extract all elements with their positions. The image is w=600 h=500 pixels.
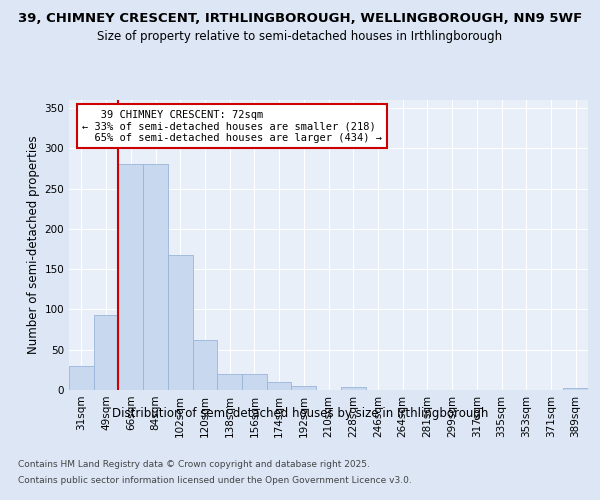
Bar — [292, 386, 316, 390]
Text: Contains public sector information licensed under the Open Government Licence v3: Contains public sector information licen… — [18, 476, 412, 485]
Bar — [341, 387, 365, 390]
Bar — [217, 374, 242, 390]
Bar — [118, 164, 143, 390]
Bar — [168, 256, 193, 390]
Text: Distribution of semi-detached houses by size in Irthlingborough: Distribution of semi-detached houses by … — [112, 408, 488, 420]
Bar — [94, 315, 118, 390]
Text: Contains HM Land Registry data © Crown copyright and database right 2025.: Contains HM Land Registry data © Crown c… — [18, 460, 370, 469]
Bar — [193, 340, 217, 390]
Bar — [563, 388, 588, 390]
Bar — [267, 382, 292, 390]
Bar — [242, 374, 267, 390]
Bar — [69, 366, 94, 390]
Y-axis label: Number of semi-detached properties: Number of semi-detached properties — [27, 136, 40, 354]
Bar — [143, 164, 168, 390]
Text: 39, CHIMNEY CRESCENT, IRTHLINGBOROUGH, WELLINGBOROUGH, NN9 5WF: 39, CHIMNEY CRESCENT, IRTHLINGBOROUGH, W… — [18, 12, 582, 26]
Text: 39 CHIMNEY CRESCENT: 72sqm
← 33% of semi-detached houses are smaller (218)
  65%: 39 CHIMNEY CRESCENT: 72sqm ← 33% of semi… — [82, 110, 382, 143]
Text: Size of property relative to semi-detached houses in Irthlingborough: Size of property relative to semi-detach… — [97, 30, 503, 43]
